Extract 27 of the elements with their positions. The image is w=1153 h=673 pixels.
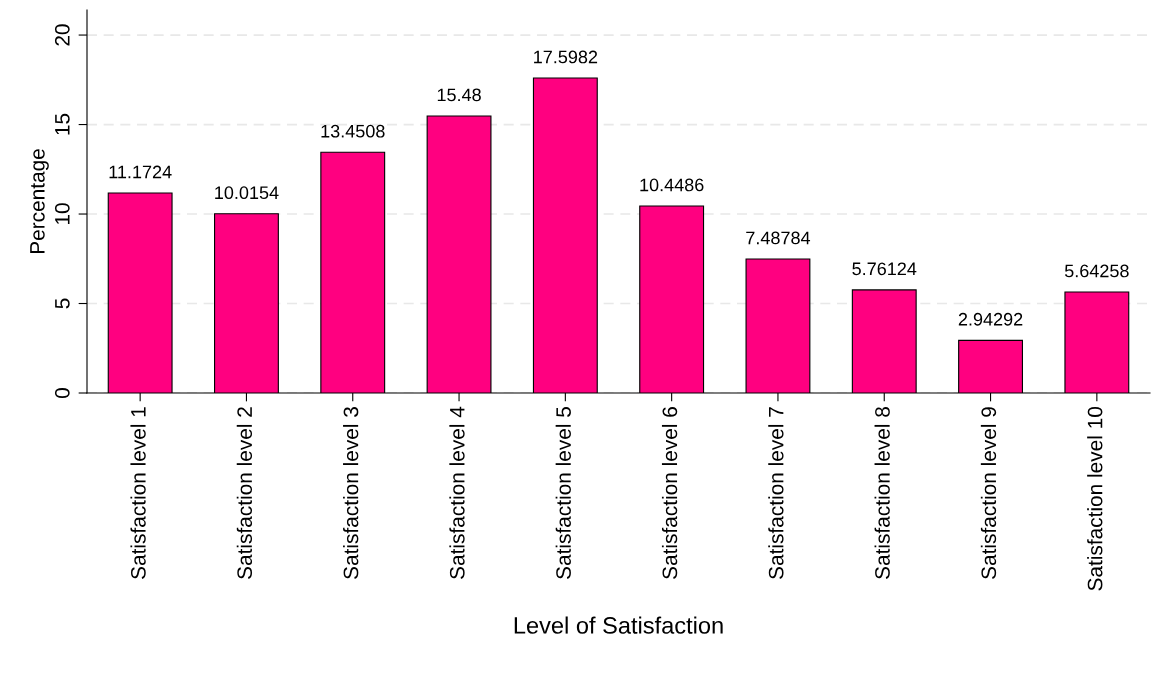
x-tick-label: Satisfaction level 2 — [236, 407, 253, 579]
y-tick-label: 15 — [55, 113, 70, 135]
data-label: 17.5982 — [534, 50, 598, 64]
data-label: 5.76124 — [852, 262, 917, 276]
x-axis-title: Level of Satisfaction — [514, 616, 723, 634]
x-tick-label: Satisfaction level 6 — [661, 407, 678, 579]
data-label: 7.48784 — [746, 231, 811, 245]
x-tick-label: Satisfaction level 8 — [874, 407, 890, 579]
y-tick-label: 20 — [54, 24, 70, 46]
y-tick-label: 10 — [54, 203, 70, 225]
x-tick-label: Satisfaction level 1 — [130, 407, 146, 579]
y-axis-title: Percentage — [30, 149, 49, 254]
x-tick-label: Satisfaction level 10 — [1087, 407, 1103, 591]
data-label: 10.4486 — [640, 178, 704, 192]
x-tick-label: Satisfaction level 3 — [343, 407, 359, 579]
data-label: 5.64258 — [1064, 264, 1129, 278]
data-label: 10.0154 — [215, 186, 279, 200]
y-tick-label: 0 — [54, 388, 70, 398]
data-label: 13.4508 — [321, 124, 385, 138]
data-label: 15.48 — [437, 88, 481, 102]
data-label: 2.94292 — [958, 312, 1023, 326]
x-tick-label: Satisfaction level 7 — [768, 407, 784, 579]
y-tick-label: 5 — [55, 298, 70, 309]
x-tick-label: Satisfaction level 9 — [980, 407, 997, 579]
x-tick-label: Satisfaction level 4 — [449, 406, 465, 579]
data-label: 11.1724 — [109, 165, 172, 179]
x-tick-label: Satisfaction level 5 — [555, 407, 571, 579]
